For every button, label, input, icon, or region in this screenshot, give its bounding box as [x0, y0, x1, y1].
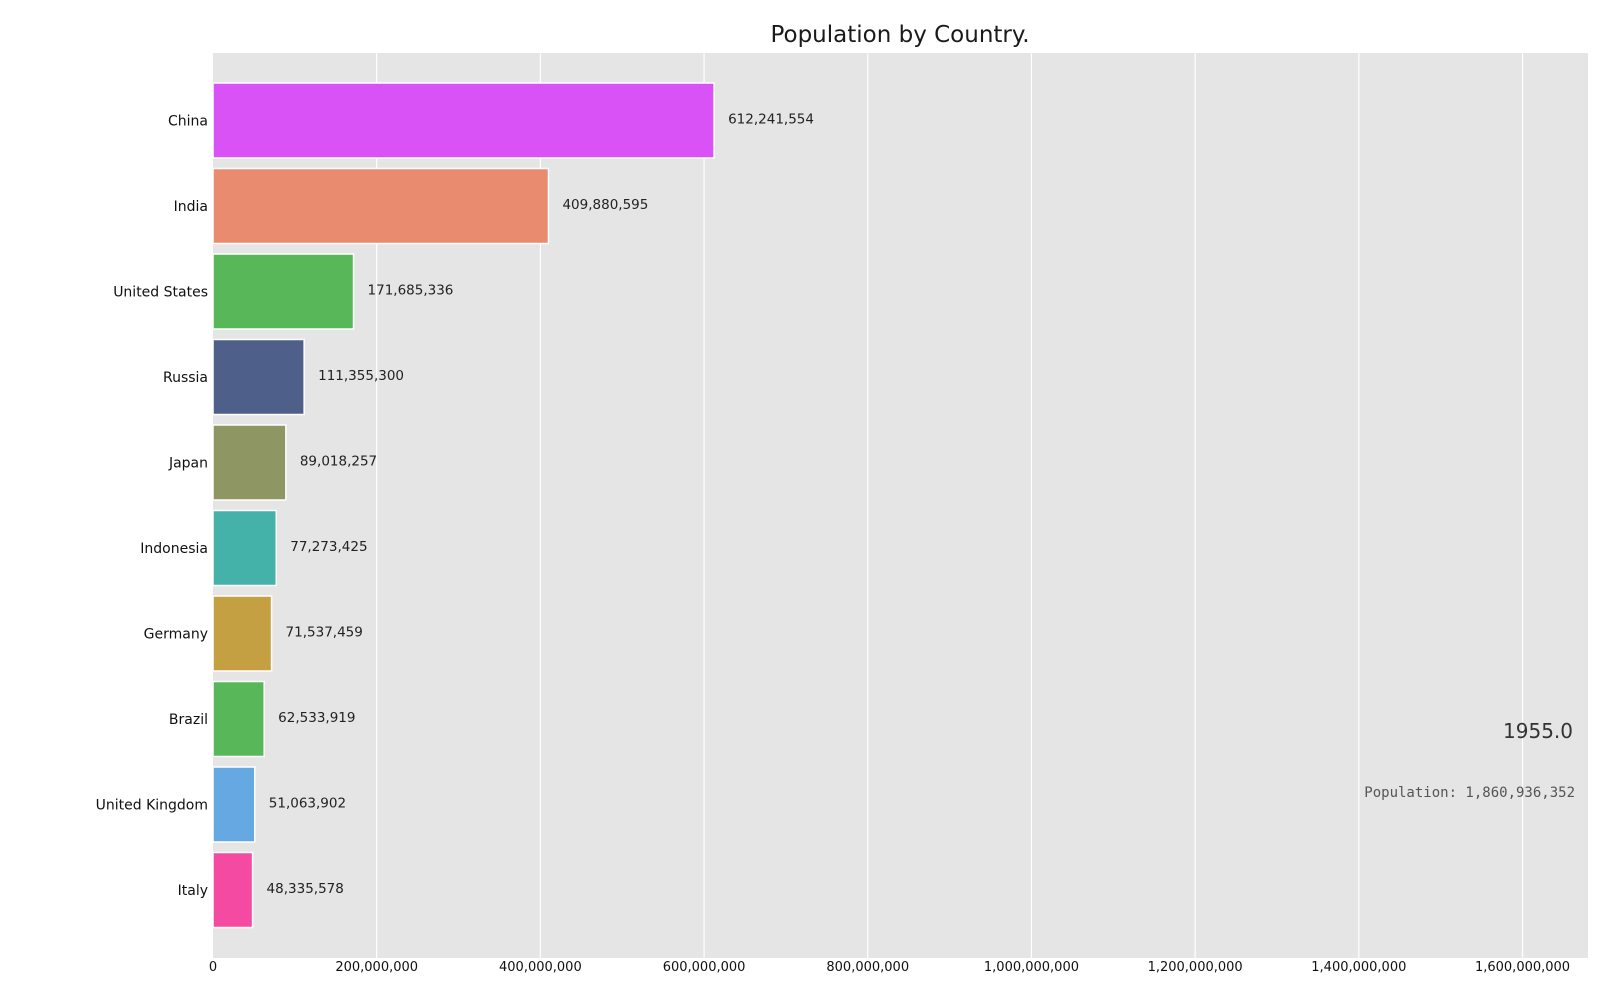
x-tick-label-7: 1,400,000,000 [1311, 960, 1406, 975]
category-label-united-kingdom: United Kingdom [96, 798, 208, 814]
year-annotation: 1955.0 [1503, 719, 1573, 743]
value-label-united-states: 171,685,336 [368, 283, 454, 299]
value-label-china: 612,241,554 [728, 112, 814, 128]
x-tick-label-8: 1,600,000,000 [1475, 960, 1570, 975]
category-label-italy: Italy [178, 883, 208, 899]
category-label-india: India [174, 199, 208, 215]
value-label-india: 409,880,595 [562, 197, 648, 213]
bar-brazil [212, 680, 265, 758]
value-label-brazil: 62,533,919 [278, 710, 355, 726]
bar-italy [212, 851, 254, 929]
bar-japan [212, 424, 287, 501]
x-tick-label-3: 600,000,000 [663, 960, 746, 975]
x-tick-label-1: 200,000,000 [335, 960, 418, 975]
value-label-japan: 89,018,257 [300, 454, 377, 470]
chart-title: Population by Country. [770, 22, 1029, 48]
value-label-italy: 48,335,578 [267, 881, 344, 897]
category-labels: China India United States Russia Japan Indone… [96, 114, 208, 900]
x-tick-label-4: 800,000,000 [826, 960, 909, 975]
value-label-russia: 111,355,300 [318, 368, 404, 384]
category-label-indonesia: Indonesia [140, 541, 208, 557]
value-label-united-kingdom: 51,063,902 [269, 796, 346, 812]
category-label-brazil: Brazil [169, 712, 208, 728]
total-population-annotation: Population: 1,860,936,352 [1364, 785, 1575, 801]
category-label-germany: Germany [144, 627, 208, 643]
value-labels: 612,241,554 409,880,595 171,685,336 111,355… [267, 112, 814, 898]
value-label-germany: 71,537,459 [286, 625, 363, 641]
x-tick-label-5: 1,000,000,000 [984, 960, 1079, 975]
bar-united-kingdom [212, 766, 256, 843]
category-label-japan: Japan [168, 456, 208, 472]
x-tick-label-2: 400,000,000 [499, 960, 582, 975]
category-label-russia: Russia [163, 370, 208, 386]
bar-china [212, 82, 715, 159]
x-axis-tick-labels: 0 200,000,000 400,000,000 600,000,000 800,00… [209, 960, 1570, 975]
category-label-united-states: United States [113, 285, 208, 301]
bar-germany [212, 595, 273, 672]
x-tick-label-0: 0 [209, 960, 217, 975]
bar-indonesia [212, 509, 277, 587]
bar-india [212, 167, 550, 245]
x-tick-label-6: 1,200,000,000 [1148, 960, 1243, 975]
category-label-china: China [168, 114, 208, 130]
bar-united-states [212, 253, 355, 330]
bar-russia [212, 338, 305, 416]
bars [212, 82, 715, 929]
value-label-indonesia: 77,273,425 [290, 539, 367, 555]
